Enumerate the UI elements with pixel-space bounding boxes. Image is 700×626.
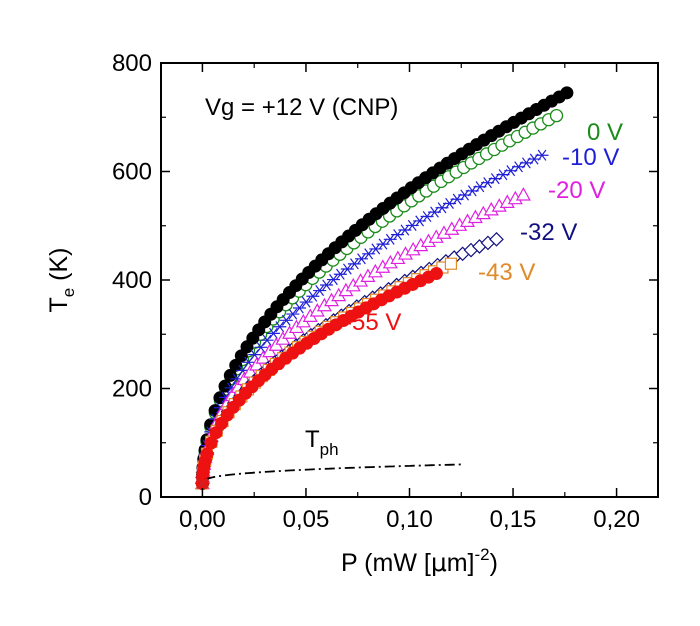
origin-marker: [196, 477, 209, 490]
data-point: [376, 238, 390, 250]
phonon-curve: [205, 463, 462, 481]
data-point: [535, 149, 549, 161]
data-point: [369, 243, 383, 255]
y-tick-label: 600: [112, 159, 152, 186]
data-point: [200, 447, 214, 461]
y-tick-label: 0: [139, 484, 152, 511]
data-point: [260, 334, 274, 346]
series-55-V: [195, 266, 443, 490]
series-label: -55 V: [344, 309, 401, 336]
data-point: [362, 248, 376, 260]
data-point: [489, 231, 504, 247]
x-tick-label: 0,20: [593, 506, 640, 533]
annotation-text: Vg = +12 V (CNP): [205, 94, 398, 121]
y-tick-label: 800: [112, 50, 152, 77]
label-layer: 0 200 400 600 800 0,00 0,05 0,10 0,15 0,20 P (mW […: [45, 50, 640, 577]
data-point: [306, 290, 320, 302]
data-point: [279, 314, 293, 326]
data-point: [249, 357, 265, 371]
data-point: [313, 285, 327, 297]
data-point: [560, 86, 574, 100]
x-tick-label: 0,10: [386, 506, 433, 533]
data-point: [383, 233, 397, 245]
data-point: [229, 358, 243, 372]
data-point: [286, 308, 300, 320]
data-point: [549, 108, 564, 123]
y-tick-label: 200: [112, 376, 152, 403]
data-point: [273, 321, 287, 333]
series-label: -20 V: [548, 177, 605, 204]
axis-layer: [161, 62, 658, 498]
data-point: [347, 258, 361, 270]
data-layer: [194, 86, 574, 491]
series-label: -10 V: [562, 144, 619, 171]
series-label: -32 V: [520, 219, 577, 246]
series-label: -43 V: [478, 259, 535, 286]
data-point: [333, 268, 347, 280]
data-point: [204, 436, 218, 450]
data-point: [266, 327, 280, 339]
series-label: 0 V: [587, 119, 623, 146]
data-point: [255, 350, 271, 364]
data-point: [299, 296, 313, 308]
y-tick-label: 400: [112, 267, 152, 294]
data-point: [515, 187, 531, 201]
data-point: [292, 302, 306, 314]
phonon-label: Tph: [305, 426, 339, 459]
data-point: [320, 279, 334, 291]
data-point: [355, 253, 369, 265]
x-tick-label: 0,00: [179, 506, 226, 533]
y-axis-title: Te (K): [45, 247, 78, 312]
x-axis-title: P (mW [μm]-2): [341, 545, 498, 577]
data-point: [429, 266, 443, 280]
data-point: [340, 263, 354, 275]
data-point: [444, 257, 458, 270]
x-tick-label: 0,15: [490, 506, 537, 533]
x-tick-label: 0,05: [283, 506, 330, 533]
data-point: [326, 274, 340, 286]
data-point: [254, 341, 268, 353]
